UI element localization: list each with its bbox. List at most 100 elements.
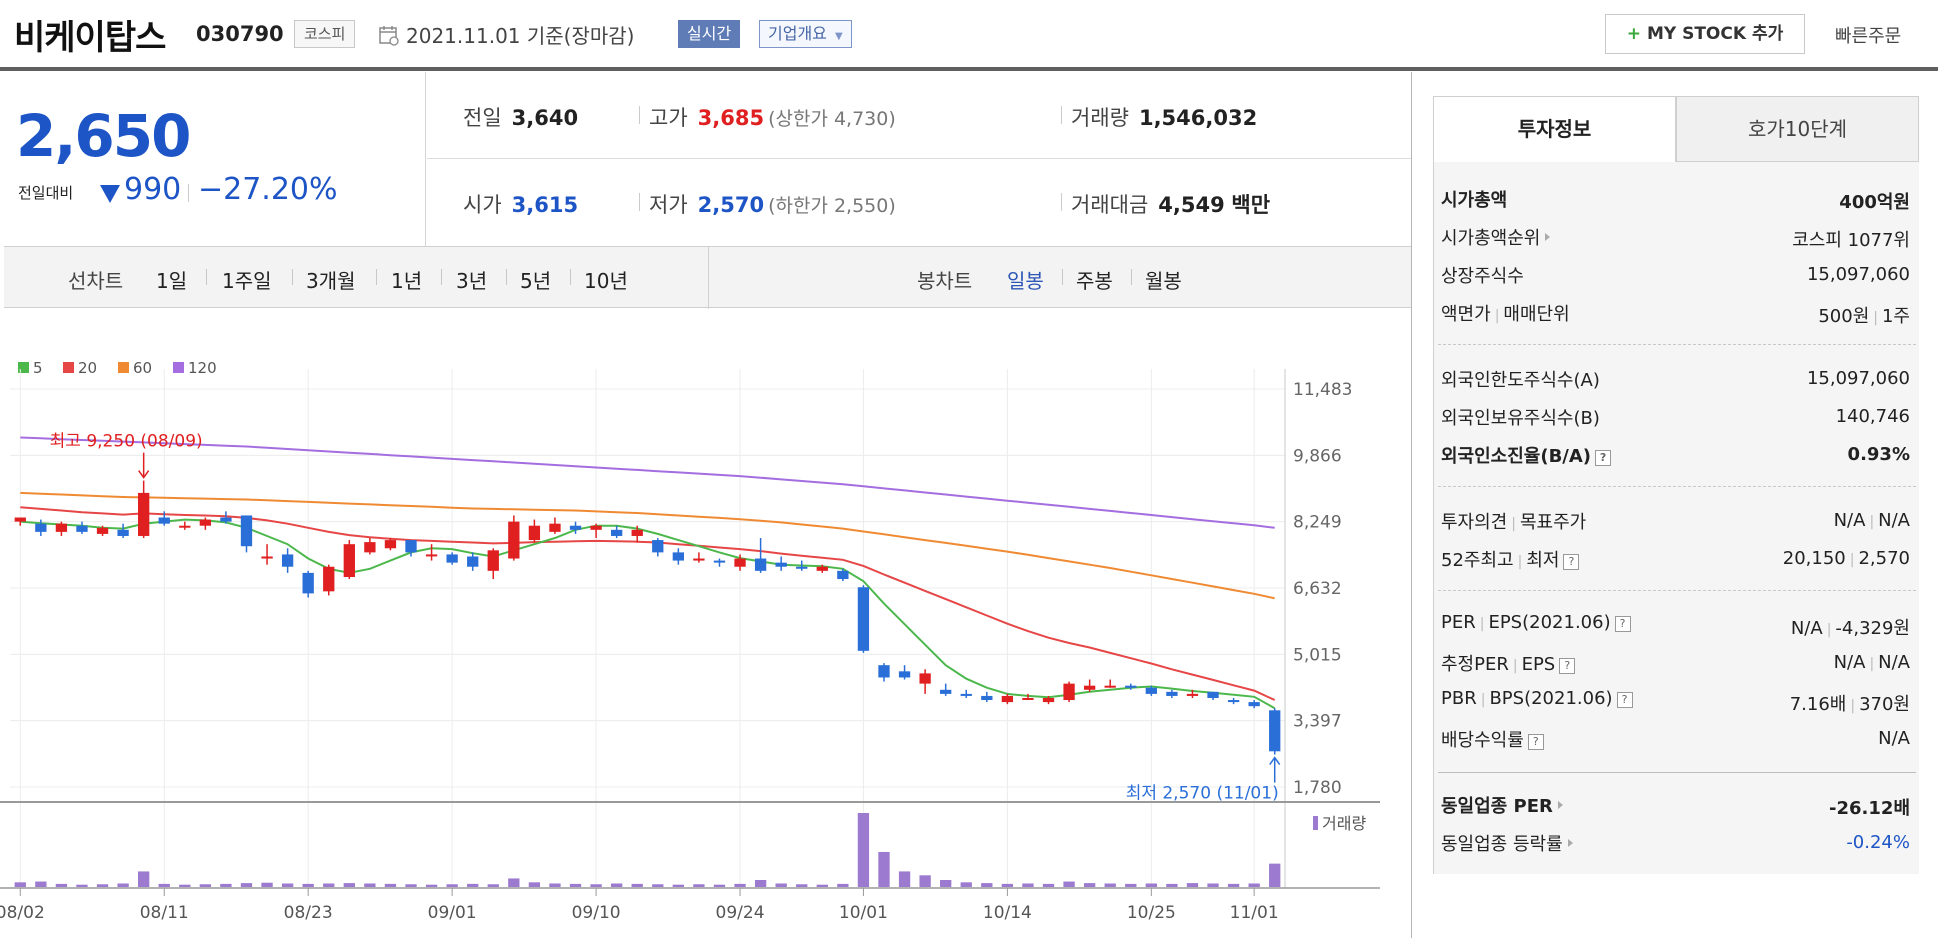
opinion-value: N/A | N/A [1834, 510, 1910, 531]
period-3m[interactable]: 3개월 [306, 269, 356, 293]
foreign-holding-value: 140,746 [1835, 406, 1910, 427]
period-1w[interactable]: 1주일 [222, 269, 272, 293]
period-1d[interactable]: 1일 [156, 269, 188, 293]
tab-hoga-10[interactable]: 호가10단계 [1676, 96, 1919, 162]
x-tick-label: 09/24 [716, 903, 765, 923]
tab-invest-info[interactable]: 투자정보 [1433, 96, 1676, 162]
bps-value: 370원 [1859, 694, 1910, 715]
line-chart-label: 선차트 [68, 269, 124, 293]
volume-bar [1104, 883, 1116, 887]
separator: | [1826, 622, 1832, 638]
volume-bar [302, 883, 314, 887]
volume-bar [816, 884, 828, 887]
help-icon[interactable]: ? [1527, 734, 1544, 750]
separator: | [1494, 308, 1500, 324]
quick-order-link[interactable]: 빠른주문 [1835, 26, 1902, 47]
candle-body [1022, 697, 1034, 700]
change-label: 전일대비 [18, 184, 74, 202]
add-my-stock-label: MY STOCK 추가 [1646, 24, 1784, 44]
dividend-value: N/A [1878, 728, 1910, 749]
dividend-text: 배당수익률 [1441, 730, 1524, 751]
help-icon[interactable]: ? [1563, 554, 1580, 570]
candle-body [138, 492, 150, 536]
volume-bar [179, 884, 191, 887]
volume-bar [528, 882, 541, 887]
y-tick-label: 9,866 [1293, 446, 1342, 466]
candle-daily[interactable]: 일봉 [1007, 269, 1044, 293]
period-10y[interactable]: 10년 [584, 269, 628, 293]
volume-bar [775, 883, 787, 887]
realtime-button[interactable]: 실시간 [678, 20, 741, 48]
candle-body [425, 554, 438, 557]
invest-tabs: 투자정보 호가10단계 [1433, 96, 1919, 162]
volume-bar [1145, 883, 1157, 887]
help-icon[interactable]: ? [1559, 658, 1576, 674]
period-5y[interactable]: 5년 [520, 269, 552, 293]
current-price: 2,650 [16, 102, 191, 170]
row-market-cap-rank[interactable]: 시가총액순위 코스피 1077위 [1434, 218, 1920, 254]
candle-body [343, 544, 355, 577]
period-1y[interactable]: 1년 [391, 269, 423, 293]
separator: | [1873, 310, 1878, 326]
row-foreign-limit: 외국인한도주식수(A) 15,097,060 [1434, 360, 1920, 396]
min-arrow-head-icon [1269, 756, 1281, 766]
panel-divider [1411, 72, 1412, 938]
price-chart-area[interactable]: 5 20 60 120 11,483 9,866 8,249 6,632 5,015 3,397 1… [0, 308, 1411, 938]
high-price: 고가 3,685 (상한가 4,730) [649, 102, 896, 132]
volume-bar [1001, 883, 1014, 887]
volume-bar [672, 884, 685, 887]
chart-period-bar: 선차트 1일 1주일 3개월 1년 3년 5년 10년 봉차트 일봉 주봉 월봉 [4, 246, 1411, 309]
row-par-value: 액면가 | 매매단위 500원 | 1주 [1434, 294, 1920, 330]
industry-per-text: 동일업종 PER [1441, 796, 1553, 817]
candle-monthly[interactable]: 월봉 [1145, 269, 1182, 293]
eps-text: EPS(2021.06) [1488, 612, 1611, 633]
divider [506, 269, 507, 285]
candle-body [1248, 702, 1260, 707]
legend-swatch-5 [18, 362, 29, 373]
ma-line-60 [20, 491, 1275, 600]
separator: | [1511, 516, 1516, 532]
amount-value: 4,549 [1158, 193, 1225, 217]
candle-body [569, 525, 582, 530]
volume-bar [631, 883, 643, 887]
quote-stats: 전일 3,640 고가 3,685 (상한가 4,730) 거래량 1,546,032 … [427, 72, 1411, 246]
separator: | [1479, 616, 1485, 632]
stock-name: 비케이탑스 [14, 18, 166, 58]
candle-body [1042, 697, 1055, 703]
help-icon[interactable]: ? [1616, 692, 1633, 708]
volume-bar [1166, 883, 1178, 887]
candle-body [96, 527, 109, 534]
candle-body [158, 517, 170, 524]
arrow-right-icon [1557, 801, 1563, 809]
candle-body [76, 525, 88, 532]
foreign-rate-value: 0.93% [1847, 444, 1910, 465]
listed-shares-value: 15,097,060 [1806, 264, 1910, 285]
lower-limit: (하한가 2,550) [768, 195, 896, 217]
volume-bar [940, 879, 952, 887]
volume-bar [549, 883, 561, 887]
add-my-stock-button[interactable]: + MY STOCK 추가 [1605, 14, 1805, 54]
divider [1061, 193, 1062, 211]
max-arrow-head-icon [138, 470, 150, 479]
help-icon[interactable]: ? [1614, 616, 1631, 632]
candle-weekly[interactable]: 주봉 [1076, 269, 1113, 293]
divider [639, 193, 640, 211]
candlestick-chart[interactable]: 5 20 60 120 11,483 9,866 8,249 6,632 5,015 3,397 1… [0, 308, 1411, 938]
period-3y[interactable]: 3년 [456, 269, 488, 293]
candle-body [1104, 685, 1116, 688]
row-foreign-rate: 외국인소진율(B/A)? 0.93% [1434, 436, 1920, 472]
volume-bar [1207, 883, 1219, 887]
est-eps-value: N/A [1878, 652, 1910, 673]
company-overview-dropdown[interactable]: 기업개요 ▼ [759, 20, 852, 48]
candle-body [55, 523, 68, 532]
row-industry-change[interactable]: 동일업종 등락률 -0.24% [1434, 824, 1920, 860]
volume-bar [754, 879, 767, 887]
divider [1061, 106, 1062, 124]
help-icon[interactable]: ? [1595, 450, 1612, 466]
volume-bar [713, 884, 726, 887]
divider [292, 269, 293, 285]
legend-label-5: 5 [33, 359, 43, 377]
divider [570, 269, 571, 285]
row-industry-per[interactable]: 동일업종 PER -26.12배 [1434, 786, 1920, 822]
market-cap-value: 400억원 [1839, 192, 1910, 213]
